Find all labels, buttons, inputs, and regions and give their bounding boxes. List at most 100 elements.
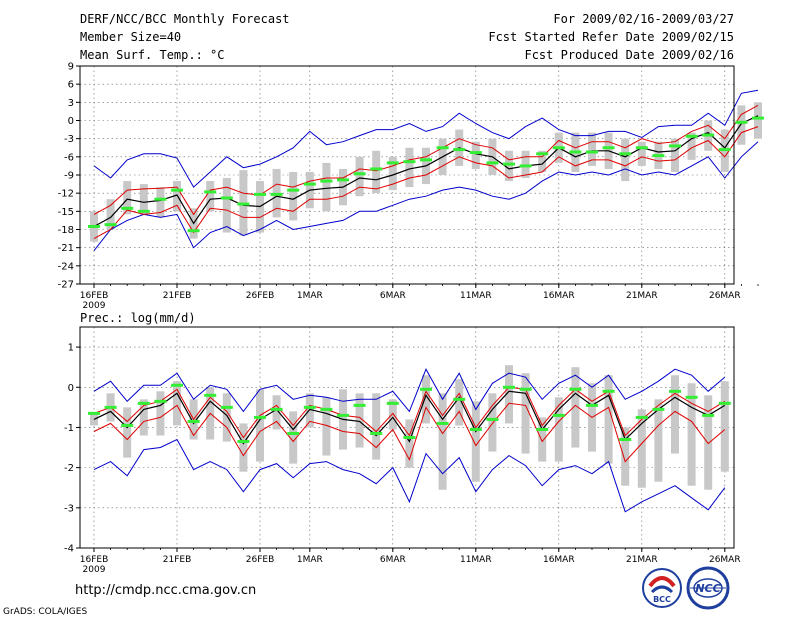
- ensemble-box: [90, 413, 98, 426]
- y-tick-label: 0: [68, 383, 74, 394]
- observed-marker: [386, 161, 399, 165]
- observed-marker: [420, 387, 432, 391]
- observed-marker: [287, 431, 300, 435]
- ensemble-box: [372, 150, 381, 194]
- y-tick-label: -6: [64, 152, 74, 163]
- ensemble-box: [222, 178, 231, 233]
- y-tick-label: -3: [64, 134, 74, 145]
- ensemble-box: [455, 379, 464, 426]
- observed-marker: [702, 413, 715, 417]
- observed-marker: [287, 188, 300, 192]
- x-tick-label: 26MAR: [709, 555, 741, 565]
- y-tick-label: -12: [58, 189, 74, 200]
- y-tick-label: 1: [68, 343, 74, 354]
- ensemble-box: [654, 399, 663, 482]
- x-tick-label: 1MAR: [297, 291, 323, 301]
- x-tick-label: 16FEB: [80, 291, 109, 301]
- observed-marker: [635, 146, 648, 150]
- observed-marker: [270, 192, 283, 196]
- observed-marker: [420, 158, 432, 162]
- observed-marker: [453, 397, 466, 401]
- x-tick-label: 26FEB: [246, 291, 275, 301]
- observed-marker: [386, 401, 399, 405]
- plot-frame: [79, 65, 735, 285]
- observed-marker: [486, 161, 499, 165]
- bcc-logo-text: BCC: [653, 595, 671, 604]
- y-tick-label: -9: [64, 171, 74, 182]
- observed-marker: [586, 403, 598, 407]
- ensemble-box: [289, 171, 298, 221]
- lower-spread-line: [93, 402, 726, 463]
- ensemble-box: [322, 162, 331, 212]
- observed-marker: [403, 436, 416, 439]
- observed-marker: [519, 164, 532, 168]
- ensemble-box: [737, 105, 746, 145]
- ensemble-box: [272, 395, 281, 430]
- observed-marker: [254, 192, 266, 196]
- x-tick-label: 16MAR: [543, 291, 575, 301]
- minimum-line: [93, 438, 726, 513]
- y-tick-label: -2: [64, 463, 74, 474]
- y-tick-label: 0: [68, 116, 74, 127]
- observed-marker: [718, 401, 731, 405]
- observed-marker: [735, 120, 748, 124]
- ensemble-box: [754, 102, 762, 139]
- observed-marker: [337, 413, 349, 417]
- ensemble-box: [471, 401, 480, 482]
- ensemble-box: [289, 411, 298, 464]
- precip-variable-label: Prec.: log(mm/d): [80, 311, 196, 325]
- ensemble-box: [156, 391, 165, 436]
- observed-marker: [370, 431, 383, 435]
- observed-marker: [337, 178, 349, 182]
- member-size-label: Member Size=40: [80, 30, 181, 44]
- variable-label: Mean Surf. Temp.: °C: [80, 48, 225, 62]
- ensemble-box: [405, 147, 414, 188]
- observed-marker: [171, 188, 183, 192]
- x-tick-label: 6MAR: [380, 291, 406, 301]
- ensemble-box: [372, 393, 381, 460]
- ensemble-box: [505, 365, 513, 424]
- ensemble-box: [687, 132, 696, 160]
- observed-marker: [353, 172, 366, 176]
- y-tick-label: 6: [68, 80, 74, 91]
- observed-marker: [669, 389, 681, 393]
- observed-marker: [237, 440, 250, 444]
- y-tick-label: -24: [58, 261, 74, 272]
- x-tick-label: 1MAR: [297, 555, 323, 565]
- ensemble-box: [488, 393, 497, 452]
- observed-marker: [586, 150, 598, 154]
- ensemble-box: [139, 184, 148, 215]
- y-tick-label: 9: [68, 62, 74, 73]
- ensemble-box: [156, 187, 165, 218]
- ensemble-box: [438, 393, 447, 490]
- observed-marker: [503, 162, 515, 166]
- ensemble-box: [405, 419, 414, 468]
- observed-marker: [254, 415, 266, 419]
- ensemble-box: [422, 375, 430, 424]
- ensemble-box: [123, 407, 132, 458]
- ensemble-box: [671, 138, 679, 172]
- y-tick-label: -4: [64, 544, 74, 555]
- observed-marker: [453, 148, 466, 152]
- observed-marker: [436, 421, 449, 425]
- observed-marker: [154, 197, 167, 201]
- observed-marker: [635, 415, 648, 419]
- upper-spread-line: [93, 104, 759, 216]
- source-url[interactable]: http://cmdp.ncc.cma.gov.cn: [75, 583, 256, 598]
- x-tick-label: 21FEB: [163, 555, 192, 565]
- ensemble-box: [106, 199, 115, 230]
- x-tick-label: 21MAR: [626, 291, 658, 301]
- observed-marker: [752, 116, 764, 120]
- ensemble-box: [206, 181, 215, 212]
- observed-marker: [702, 133, 715, 137]
- observed-marker: [602, 146, 615, 150]
- ensemble-box: [256, 389, 264, 462]
- observed-marker: [552, 146, 565, 150]
- x-tick-label: 11MAR: [460, 555, 492, 565]
- observed-marker: [154, 399, 167, 403]
- observed-marker: [536, 152, 549, 156]
- x-tick-label: 6MAR: [380, 555, 406, 565]
- ensemble-box: [521, 373, 530, 454]
- ensemble-box: [637, 141, 646, 166]
